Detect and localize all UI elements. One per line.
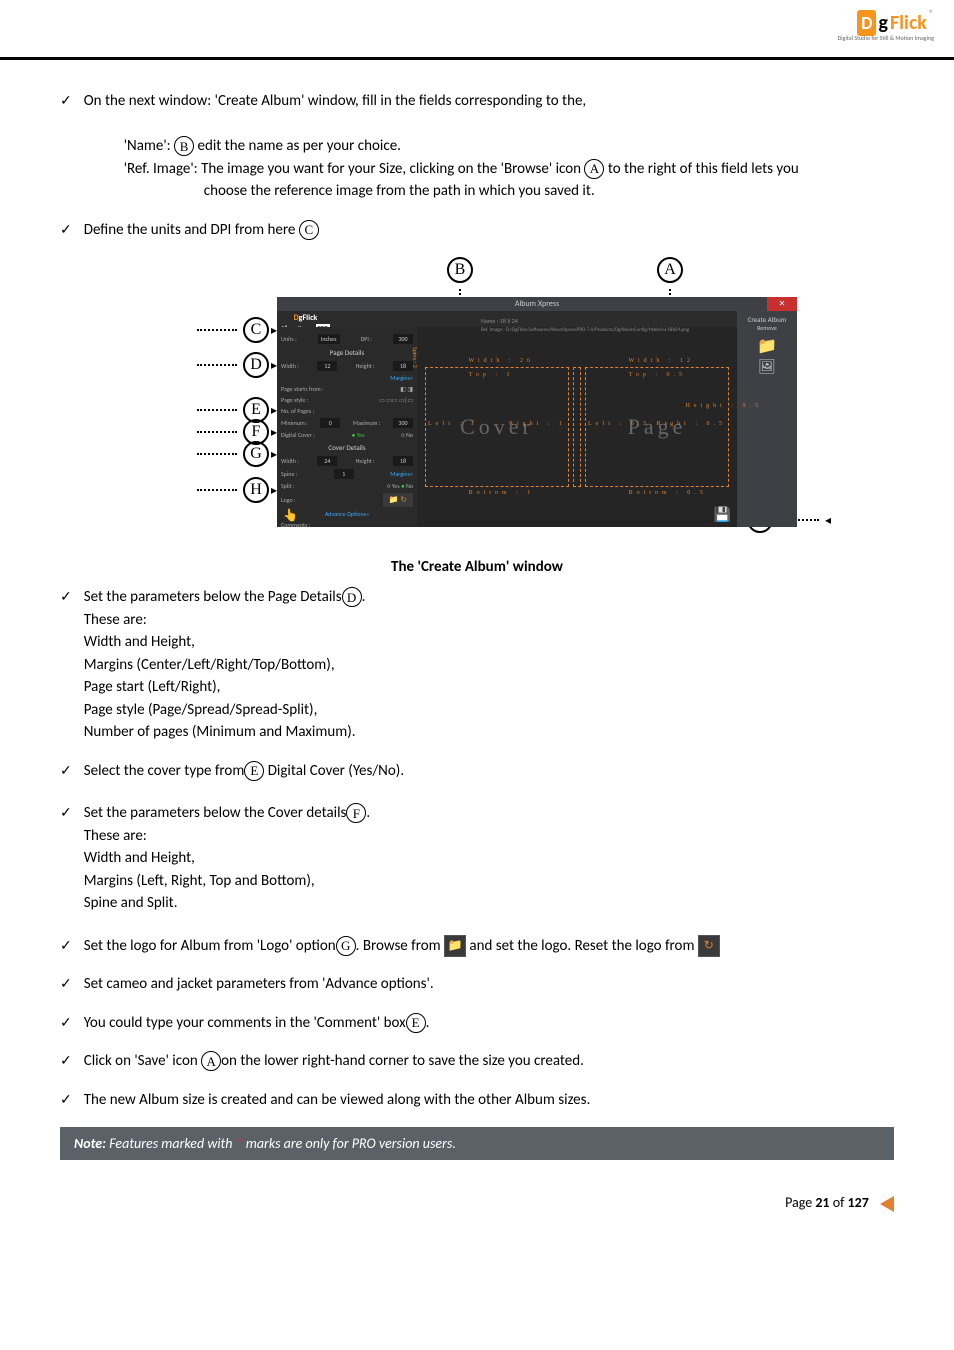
checkmark-icon: ✓ (60, 802, 72, 915)
max-input[interactable]: 300 (393, 418, 413, 428)
marker-a: A (657, 257, 683, 283)
window-title: Album Xpress (515, 299, 559, 309)
note-box: Note: Features marked with * marks are o… (60, 1127, 894, 1160)
logo-g: g (878, 11, 887, 35)
units-select[interactable]: Inches (318, 334, 340, 344)
width-input[interactable]: 12 (317, 361, 337, 371)
dc-no[interactable]: ○ No (401, 431, 413, 439)
advance-options-link[interactable]: Advance Options» (281, 510, 413, 518)
checkmark-icon: ✓ (60, 219, 72, 242)
circle-d: D (342, 587, 362, 607)
circle-e: E (406, 1013, 426, 1033)
marker-d: D (243, 352, 269, 378)
footer-arrow-icon (880, 1196, 894, 1212)
back-icon[interactable]: 👆 (283, 508, 298, 523)
newsize-text: The new Album size is created and can be… (84, 1089, 894, 1112)
close-icon[interactable]: ✕ (767, 297, 797, 311)
cameo-text: Set cameo and jacket parameters from 'Ad… (84, 973, 894, 996)
page-header: D g Flick ® Digital Studio for Still & M… (0, 0, 954, 60)
page-footer: Page 21 of 127 (0, 1180, 954, 1226)
logo-tagline: Digital Studio for Still & Motion Imagin… (838, 34, 934, 42)
checkmark-icon: ✓ (60, 1089, 72, 1112)
circle-e: E (244, 761, 264, 781)
diagram-caption: The 'Create Album' window (60, 558, 894, 576)
min-input[interactable]: 0 (320, 418, 340, 428)
circle-a: A (201, 1051, 221, 1071)
circle-a: A (584, 159, 604, 179)
ref-line-2: choose the reference image from the path… (84, 180, 894, 203)
logo-reg: ® (929, 7, 934, 20)
checkmark-icon: ✓ (60, 760, 72, 783)
marker-b: B (447, 257, 473, 283)
logo-d: D (857, 10, 876, 36)
paragraph: On the next window: 'Create Album' windo… (84, 90, 894, 113)
checkmark-icon: ✓ (60, 973, 72, 996)
logo-browse-icon[interactable]: 📁 ↻ (383, 493, 413, 507)
checkmark-icon: ✓ (60, 1012, 72, 1035)
checkmark-icon: ✓ (60, 935, 72, 958)
remove-btn[interactable]: Remove (741, 324, 793, 332)
circle-b: B (174, 136, 194, 156)
reset-icon[interactable]: ↻ (698, 935, 720, 957)
browse-icon[interactable]: 📁 (444, 935, 466, 957)
spine-preview: Spine : 2 (573, 367, 581, 487)
cover-preview: Cover Width : 26 Top : 1 Left : 1 Right … (425, 367, 569, 487)
browse-icon[interactable]: 📁 (741, 336, 793, 356)
page-content: ✓ On the next window: 'Create Album' win… (0, 60, 954, 1180)
thumbnail-icon: 🖼 (741, 358, 793, 375)
logo-flick: Flick (890, 11, 927, 35)
marker-g: G (243, 441, 269, 467)
create-album-btn[interactable]: Create Album (741, 315, 793, 324)
split-toggle[interactable]: ○ Yes ● No (387, 482, 413, 490)
height-input[interactable]: 18 (393, 361, 413, 371)
cover-details-header: Cover Details (281, 443, 413, 452)
checkmark-icon: ✓ (60, 90, 72, 203)
page-preview: Page Width : 12 Top : 0.5 Height : 9.5 L… (585, 367, 729, 487)
dc-yes[interactable]: ● Yes (352, 431, 365, 439)
brand-logo: D g Flick ® (857, 10, 934, 36)
app-window-screenshot: Album Xpress ✕ ⌂ ✎ ? DgFlickAlbum Xpress… (277, 297, 797, 527)
save-icon[interactable]: 💾 (714, 506, 731, 523)
circle-c: C (299, 220, 319, 240)
page-start-toggle[interactable]: ◧ ◨ (400, 385, 413, 393)
marker-h: H (243, 477, 269, 503)
dpi-input[interactable]: 300 (393, 334, 413, 344)
page-style-toggle[interactable]: ▭ ▭▭ ▭|▭ (379, 396, 413, 404)
spine-input[interactable]: 1 (334, 469, 354, 479)
margins-link[interactable]: Margins» (281, 374, 413, 382)
circle-g: G (336, 936, 356, 956)
preview-area: Name : 18 X 24 Ref. Image : D:/DgFlick/S… (417, 327, 737, 527)
name-line: 'Name': B edit the name as per your choi… (84, 135, 894, 158)
checkmark-icon: ✓ (60, 586, 72, 744)
cover-w-input[interactable]: 24 (317, 456, 337, 466)
cover-h-input[interactable]: 18 (393, 456, 413, 466)
create-album-diagram: B A C D E F G H I Album Xpress ✕ ⌂ ✎ (127, 257, 827, 547)
marker-c: C (243, 317, 269, 343)
circle-f: F (346, 803, 366, 823)
checkmark-icon: ✓ (60, 1050, 72, 1073)
margins-link-2[interactable]: Margins» (390, 470, 413, 478)
page-details-header: Page Details (281, 348, 413, 357)
ref-line: 'Ref. Image': The image you want for you… (84, 158, 894, 181)
